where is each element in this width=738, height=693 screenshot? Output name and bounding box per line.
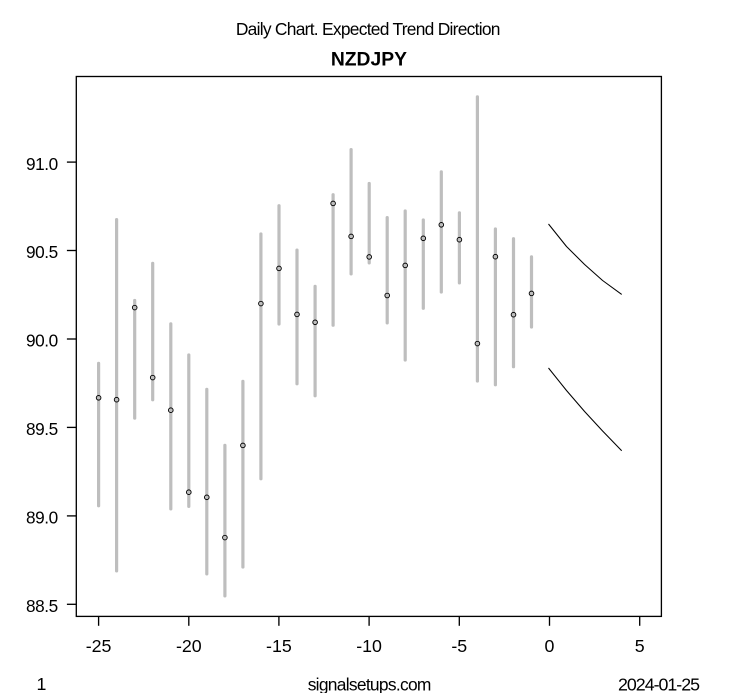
svg-text:89.5: 89.5 bbox=[26, 419, 58, 439]
svg-text:0: 0 bbox=[545, 636, 555, 656]
svg-text:Daily Chart. Expected Trend Di: Daily Chart. Expected Trend Direction bbox=[236, 19, 500, 39]
svg-text:91.0: 91.0 bbox=[26, 154, 58, 174]
svg-text:-20: -20 bbox=[176, 636, 202, 656]
svg-text:-5: -5 bbox=[451, 636, 467, 656]
svg-text:1: 1 bbox=[36, 674, 46, 693]
svg-text:5: 5 bbox=[635, 636, 645, 656]
svg-text:-15: -15 bbox=[266, 636, 292, 656]
svg-text:90.0: 90.0 bbox=[26, 331, 58, 351]
svg-text:NZDJPY: NZDJPY bbox=[331, 49, 407, 70]
svg-text:-10: -10 bbox=[356, 636, 382, 656]
svg-text:signalsetups.com: signalsetups.com bbox=[308, 674, 431, 693]
svg-text:88.5: 88.5 bbox=[26, 596, 58, 616]
svg-text:89.0: 89.0 bbox=[26, 508, 58, 528]
svg-text:90.5: 90.5 bbox=[26, 242, 58, 262]
svg-text:-25: -25 bbox=[86, 636, 112, 656]
svg-text:2024-01-25: 2024-01-25 bbox=[618, 674, 700, 693]
